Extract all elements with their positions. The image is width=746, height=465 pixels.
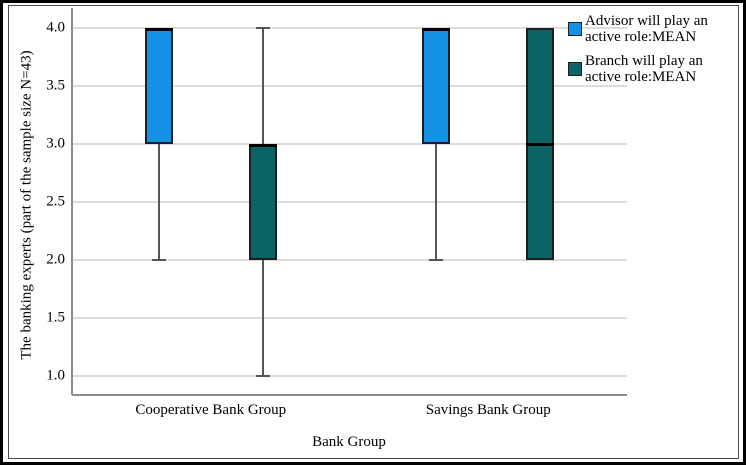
median-line-branch-cooperative [248,144,277,147]
y-tick-label: 2.0 [46,251,65,268]
legend-item-branch: Branch will play an active role:MEAN [568,53,737,85]
legend-label-branch: Branch will play an active role:MEAN [585,53,703,85]
gridline [72,27,627,29]
whisker-lower-branch-cooperative [261,260,264,376]
whisker-cap-lower-advisor-cooperative [151,259,166,261]
median-line-advisor-cooperative [144,28,173,31]
whisker-lower-advisor-cooperative [157,144,160,260]
box-advisor-savings [422,28,451,144]
y-axis-line [71,8,73,395]
box-advisor-cooperative [144,28,173,144]
branch-series-swatch-icon [568,62,582,76]
gridline [72,259,627,261]
median-line-advisor-savings [422,28,451,31]
whisker-upper-branch-cooperative [261,28,264,144]
y-tick-label: 2.5 [46,193,65,210]
category-label: Cooperative Bank Group [135,402,287,418]
whisker-lower-advisor-savings [435,144,438,260]
gridline [72,317,627,319]
gridline [72,85,627,87]
y-axis-title: The banking experts (part of the sample … [18,50,35,360]
box-branch-cooperative [248,144,277,260]
y-tick-label: 1.5 [46,309,65,326]
category-label: Savings Bank Group [425,402,551,418]
whisker-cap-lower-branch-cooperative [255,375,270,377]
median-line-branch-savings [526,142,555,146]
x-axis-line [72,394,627,396]
gridline [72,375,627,377]
y-tick-label: 4.0 [46,19,65,36]
legend-label-advisor: Advisor will play an active role:MEAN [585,13,708,45]
y-tick-label: 3.5 [46,77,65,94]
gridline [72,201,627,203]
y-tick-label: 3.0 [46,135,65,152]
gridline [72,143,627,145]
legend: Advisor will play an active role:MEAN Br… [568,13,737,85]
whisker-cap-lower-advisor-savings [429,259,444,261]
y-tick-label: 1.0 [46,367,65,384]
x-axis-title: Bank Group [312,434,386,450]
advisor-series-swatch-icon [568,22,582,36]
legend-item-advisor: Advisor will play an active role:MEAN [568,13,737,45]
whisker-cap-upper-branch-cooperative [255,27,270,29]
